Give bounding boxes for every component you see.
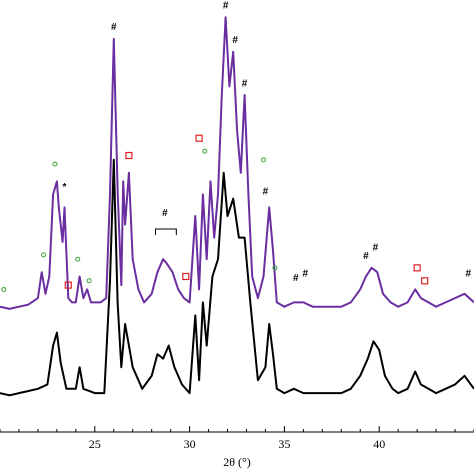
series-line-1 [0,16,474,310]
peak-annotation: # [373,243,379,254]
x-tick-label: 25 [89,437,101,451]
circle-marker [1,286,7,292]
peak-annotation: # [263,186,269,197]
peak-annotation: # [363,251,369,262]
circle-marker [86,278,92,284]
circle-marker [41,252,47,258]
peak-annotation: # [293,273,299,284]
x-tick-label: 40 [373,437,385,451]
square-marker [421,277,429,285]
x-tick-label: 35 [278,437,290,451]
peak-annotation: # [242,78,248,89]
peak-annotation: # [111,22,117,33]
circle-marker [202,148,208,154]
x-axis-title: 2θ (°) [223,455,251,469]
peak-bracket [154,228,177,235]
circle-marker [52,161,58,167]
plot-area: ####### ####* [0,1,474,397]
peak-annotation: # [162,208,168,219]
square-marker [64,281,72,289]
circle-marker [272,265,278,271]
square-marker [195,134,203,142]
square-marker [125,151,133,160]
circle-marker [261,157,267,163]
circle-marker [75,256,81,262]
peak-annotation: # [232,35,238,46]
series-line-2 [0,158,474,397]
x-axis: 25 30 35 40 [0,426,474,451]
square-marker [413,264,421,272]
peak-annotation: # [466,268,472,279]
peak-annotation: # [223,1,229,12]
square-marker [182,272,190,281]
peak-annotation: # [302,268,308,279]
x-tick-label: 30 [184,437,196,451]
peak-annotation: * [63,182,67,193]
